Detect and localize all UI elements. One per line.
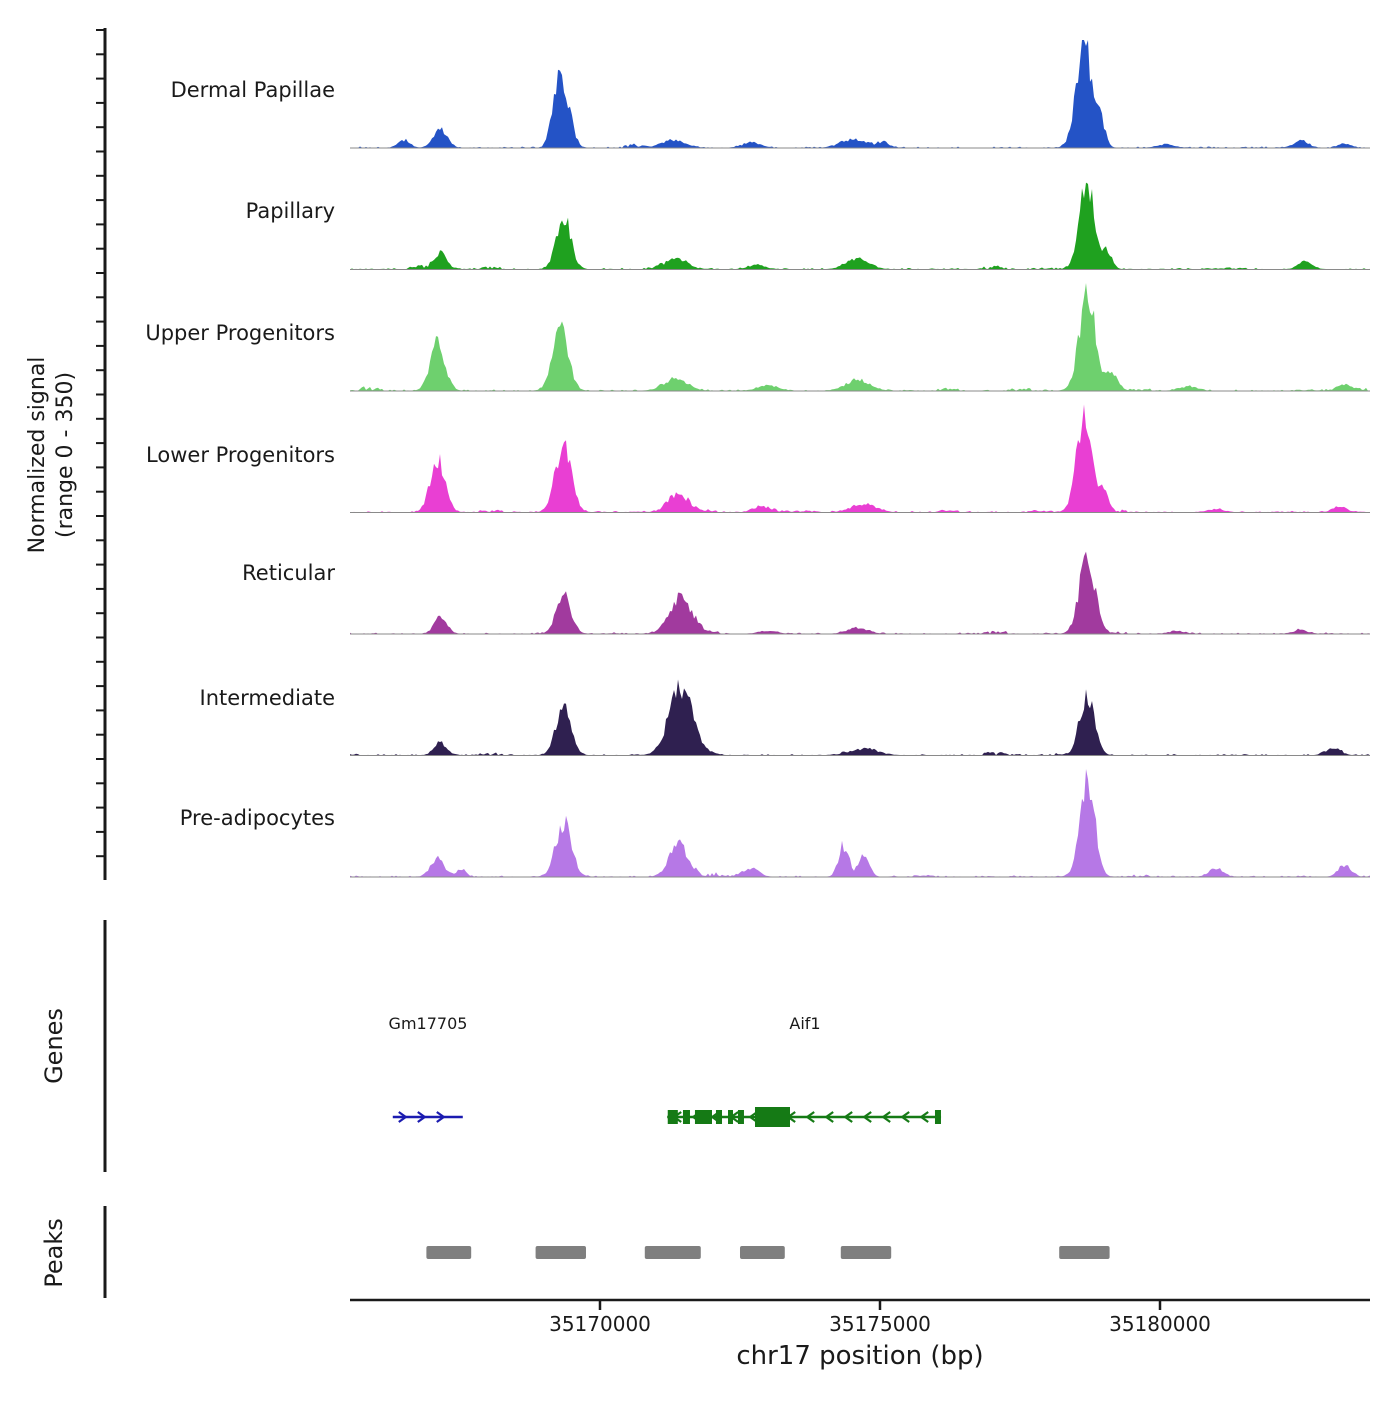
signal-track-area [350, 182, 1370, 270]
peaks-section-label: Peaks [40, 1218, 68, 1288]
y-axis-label-line2: (range 0 - 350) [53, 372, 78, 538]
gene-strand-arrow [919, 1111, 929, 1123]
peak-regions-layer [426, 1246, 1110, 1259]
signal-track-area [350, 40, 1370, 148]
peak-region-rect [739, 1246, 785, 1259]
track-label-pre-adipocytes: Pre-adipocytes [180, 806, 335, 830]
gene-exon [934, 1110, 941, 1124]
peak-region-rect [644, 1246, 701, 1259]
gene-strand-arrow [748, 1111, 758, 1123]
gene-strand-arrow [398, 1111, 408, 1123]
gene-models-layer [392, 1107, 942, 1127]
gene-exon [737, 1110, 744, 1124]
gene-strand-arrow [436, 1111, 446, 1123]
signal-track-area [350, 283, 1370, 391]
peak-region-rect [1059, 1246, 1110, 1259]
signal-track-area [350, 679, 1370, 756]
x-tick-label-35170000: 35170000 [549, 1312, 651, 1336]
axes-layer [96, 28, 1370, 1310]
gene-strand-arrow [900, 1111, 910, 1123]
track-label-dermal-papillae: Dermal Papillae [171, 78, 335, 102]
x-tick-label-35175000: 35175000 [829, 1312, 931, 1336]
gene-exon [682, 1110, 690, 1124]
gene-strand-arrow [417, 1111, 427, 1123]
gene-strand-arrow [824, 1111, 834, 1123]
signal-tracks-layer [350, 40, 1370, 878]
x-tick-label-35180000: 35180000 [1109, 1312, 1211, 1336]
peak-region-rect [840, 1246, 892, 1259]
signal-track-area [350, 404, 1370, 513]
peak-region-rect [426, 1246, 472, 1259]
gene-cds-exon [754, 1107, 790, 1127]
track-label-intermediate: Intermediate [200, 686, 336, 710]
signal-track-area [350, 769, 1370, 877]
gene-strand-arrow [805, 1111, 815, 1123]
gene-strand-arrow [862, 1111, 872, 1123]
y-axis-ticks [96, 29, 105, 858]
gene-label-gm17705: Gm17705 [389, 1014, 468, 1033]
gene-strand-arrow [881, 1111, 891, 1123]
gene-exon [667, 1110, 678, 1124]
track-label-papillary: Papillary [246, 199, 335, 223]
gene-label-aif1: Aif1 [789, 1014, 820, 1033]
peak-region-rect [535, 1246, 586, 1259]
signal-track-area [350, 551, 1370, 634]
gene-exon [694, 1110, 712, 1124]
track-label-reticular: Reticular [242, 561, 335, 585]
gene-exon [728, 1110, 733, 1124]
x-axis-title: chr17 position (bp) [736, 1341, 983, 1371]
gene-exon [715, 1110, 723, 1124]
genes-section-label: Genes [40, 1008, 68, 1084]
track-label-lower-progenitors: Lower Progenitors [146, 443, 335, 467]
track-label-upper-progenitors: Upper Progenitors [145, 321, 335, 345]
x-axis-ticks [598, 1300, 1162, 1310]
y-axis-label-line1: Normalized signal [25, 357, 50, 554]
labels-layer: Dermal Papillae Papillary Upper Progenit… [25, 78, 1211, 1371]
gene-strand-arrow [843, 1111, 853, 1123]
